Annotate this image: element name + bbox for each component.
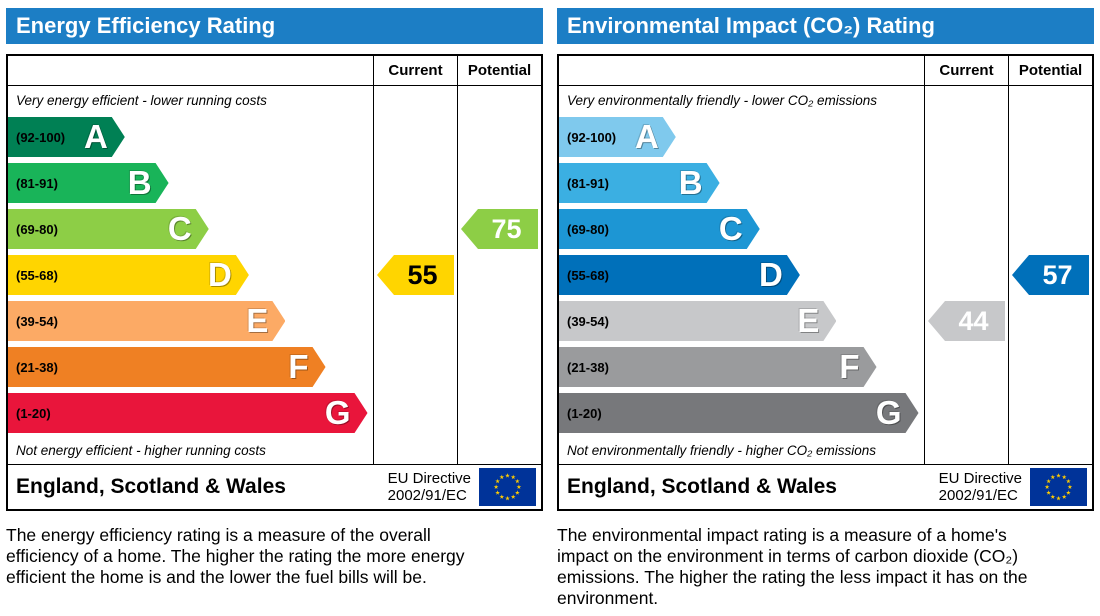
band-letter: E <box>797 302 820 339</box>
co2-band-row-e: (39-54) E <box>559 298 924 344</box>
energy-current-arrow: 55 <box>377 255 454 295</box>
co2-band-e: (39-54) E <box>559 301 836 341</box>
energy-band-g: (1-20) G <box>8 393 368 433</box>
energy-band-row-f: (21-38) F <box>8 344 373 390</box>
band-range-label: (21-38) <box>567 359 609 375</box>
energy-current-column-header: Current <box>373 56 457 86</box>
band-range-label: (21-38) <box>16 359 58 375</box>
energy-band-b: (81-91) B <box>8 163 169 203</box>
band-range-label: (92-100) <box>16 129 66 145</box>
co2-description-text: The environmental impact rating is a mea… <box>557 525 1028 608</box>
eu-directive-line1: EU Directive <box>938 470 1022 487</box>
energy-description-text: The energy efficiency rating is a measur… <box>6 525 465 587</box>
region-label: England, Scotland & Wales <box>567 475 837 498</box>
co2-bands-header-spacer <box>559 56 924 86</box>
energy-band-e: (39-54) E <box>8 301 285 341</box>
band-letter: D <box>208 256 232 293</box>
energy-band-a: (92-100) A <box>8 117 125 157</box>
environmental-impact-panel: Environmental Impact (CO₂) Rating Curren… <box>557 8 1094 609</box>
co2-chart-footer: England, Scotland & Wales EU Directive 2… <box>559 464 1092 509</box>
energy-potential-arrow: 75 <box>461 209 538 249</box>
co2-band-row-d: (55-68) D <box>559 252 924 298</box>
energy-potential-value: 75 <box>491 213 522 244</box>
co2-band-row-g: (1-20) G <box>559 390 924 436</box>
co2-band-d: (55-68) D <box>559 255 800 295</box>
co2-current-column-header: Current <box>924 56 1008 86</box>
energy-band-row-a: (92-100) A <box>8 114 373 160</box>
band-letter: C <box>718 210 743 247</box>
band-letter: G <box>324 394 351 431</box>
band-letter: A <box>634 118 659 155</box>
co2-band-row-a: (92-100) A <box>559 114 924 160</box>
co2-current-arrow: 44 <box>928 301 1005 341</box>
co2-potential-arrow: 57 <box>1012 255 1089 295</box>
energy-band-row-e: (39-54) E <box>8 298 373 344</box>
band-letter: F <box>288 348 309 385</box>
band-range-label: (39-54) <box>567 313 609 329</box>
energy-potential-column-header: Potential <box>457 56 541 86</box>
energy-chart-footer: England, Scotland & Wales EU Directive 2… <box>8 464 541 509</box>
band-range-label: (55-68) <box>567 267 609 283</box>
co2-panel-title: Environmental Impact (CO₂) Rating <box>557 8 1094 44</box>
co2-band-a: (92-100) A <box>559 117 676 157</box>
band-range-label: (69-80) <box>16 221 58 237</box>
co2-rating-chart: Current Potential Very environmentally f… <box>557 54 1094 511</box>
band-letter: A <box>83 118 108 155</box>
band-range-label: (39-54) <box>16 313 58 329</box>
band-letter: F <box>839 348 860 385</box>
band-range-label: (1-20) <box>567 405 602 421</box>
region-label: England, Scotland & Wales <box>16 475 286 498</box>
energy-potential-column: 75 <box>457 86 541 464</box>
eu-directive-label: EU Directive 2002/91/EC <box>939 470 1022 504</box>
energy-band-row-g: (1-20) G <box>8 390 373 436</box>
band-letter: C <box>167 210 192 247</box>
co2-band-row-b: (81-91) B <box>559 160 924 206</box>
band-letter: E <box>246 302 269 339</box>
energy-band-d: (55-68) D <box>8 255 249 295</box>
co2-bottom-note: Not environmentally friendly - higher CO… <box>567 442 877 458</box>
co2-band-row-f: (21-38) F <box>559 344 924 390</box>
band-range-label: (92-100) <box>567 129 617 145</box>
energy-rating-chart: Current Potential Very energy efficient … <box>6 54 543 511</box>
co2-current-column: 44 <box>924 86 1008 464</box>
band-letter: B <box>678 164 703 201</box>
band-range-label: (69-80) <box>567 221 609 237</box>
co2-potential-column: 57 <box>1008 86 1092 464</box>
eu-directive-line2: 2002/91/EC <box>387 487 467 504</box>
band-letter: G <box>875 394 902 431</box>
co2-band-row-c: (69-80) C <box>559 206 924 252</box>
eu-directive-label: EU Directive 2002/91/EC <box>388 470 471 504</box>
eu-flag-icon <box>1030 468 1087 506</box>
energy-bottom-note: Not energy efficient - higher running co… <box>16 442 266 458</box>
energy-panel-title: Energy Efficiency Rating <box>6 8 543 44</box>
band-letter: B <box>127 164 152 201</box>
eu-flag-icon <box>479 468 536 506</box>
co2-top-note: Very environmentally friendly - lower CO… <box>567 92 877 108</box>
band-range-label: (81-91) <box>16 175 58 191</box>
energy-current-value: 55 <box>407 259 438 290</box>
co2-potential-column-header: Potential <box>1008 56 1092 86</box>
energy-band-row-b: (81-91) B <box>8 160 373 206</box>
band-range-label: (55-68) <box>16 267 58 283</box>
energy-band-row-c: (69-80) C <box>8 206 373 252</box>
co2-potential-value: 57 <box>1042 259 1073 290</box>
energy-bands-header-spacer <box>8 56 373 86</box>
co2-current-value: 44 <box>958 305 989 336</box>
band-range-label: (81-91) <box>567 175 609 191</box>
co2-band-b: (81-91) B <box>559 163 720 203</box>
co2-band-c: (69-80) C <box>559 209 760 249</box>
energy-band-row-d: (55-68) D <box>8 252 373 298</box>
energy-band-f: (21-38) F <box>8 347 326 387</box>
band-range-label: (1-20) <box>16 405 51 421</box>
energy-current-column: 55 <box>373 86 457 464</box>
energy-band-c: (69-80) C <box>8 209 209 249</box>
eu-directive-line2: 2002/91/EC <box>938 487 1018 504</box>
co2-band-f: (21-38) F <box>559 347 877 387</box>
co2-band-g: (1-20) G <box>559 393 919 433</box>
energy-top-note: Very energy efficient - lower running co… <box>16 92 267 108</box>
eu-directive-line1: EU Directive <box>387 470 471 487</box>
energy-efficiency-panel: Energy Efficiency Rating Current Potenti… <box>6 8 543 609</box>
band-letter: D <box>759 256 783 293</box>
